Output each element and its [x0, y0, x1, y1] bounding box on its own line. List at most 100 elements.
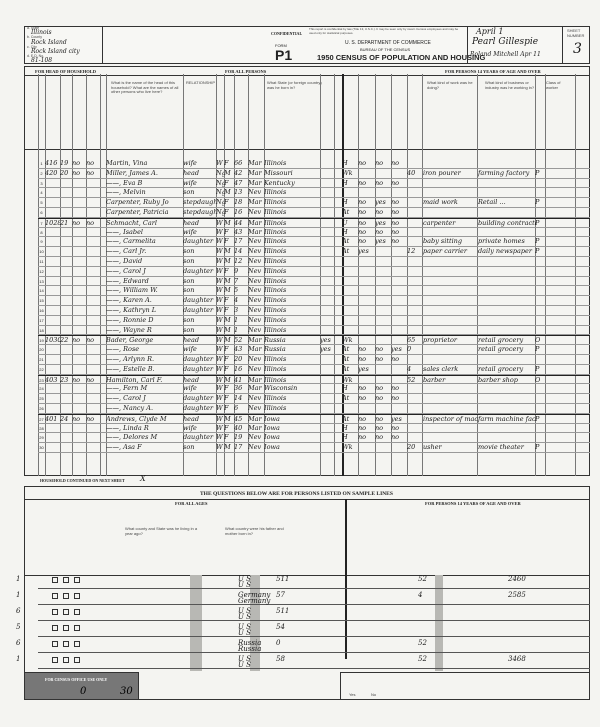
cell-age: 17	[234, 443, 243, 452]
checkbox[interactable]	[52, 609, 58, 615]
cell-q17	[375, 326, 391, 336]
sample-mark: 1	[16, 575, 21, 583]
sample-row: 1 U S 58 52 3468 U S	[16, 655, 590, 669]
cell-sex: F	[224, 394, 229, 403]
cell-cls	[535, 316, 545, 326]
cell-hrs	[407, 355, 422, 365]
cell-hh	[60, 179, 72, 189]
cell-rel: daughter	[183, 364, 214, 373]
checkbox[interactable]	[63, 593, 69, 599]
cell-age: 6	[234, 404, 239, 412]
cell-nat	[320, 355, 334, 365]
person-row: 15 ——, Karen A. daughter W F 4 Nev Illinois	[38, 296, 590, 306]
cell-q16: no	[358, 355, 367, 363]
cell-age: 16	[234, 208, 243, 216]
count-b: 30	[120, 686, 133, 697]
cell-q17	[375, 188, 391, 198]
checkbox[interactable]	[52, 593, 58, 599]
sample-hrs: 52	[418, 639, 427, 647]
cell-q17: no	[375, 227, 384, 236]
cell-nat	[320, 228, 334, 238]
cell-dw	[45, 188, 60, 198]
cell-q18: no	[391, 237, 400, 246]
cell-hh	[60, 326, 72, 336]
sample-hrs: 52	[418, 575, 427, 583]
cell-mar: Nev	[248, 433, 262, 442]
checkbox[interactable]	[74, 657, 80, 663]
cell-ind: retail grocery	[478, 364, 524, 373]
cell-name: ——, Nancy A.	[106, 404, 154, 412]
cell-race: W	[216, 423, 223, 432]
cell-line: 28	[39, 425, 44, 431]
cell-f2	[86, 424, 100, 434]
checkbox[interactable]	[63, 657, 69, 663]
cell-nat	[320, 208, 334, 218]
cell-bp: Illinois	[264, 266, 287, 275]
cell-q16: no	[358, 218, 367, 227]
cell-f2	[86, 384, 100, 394]
cell-ind	[478, 188, 536, 198]
checkbox[interactable]	[63, 609, 69, 615]
cell-race: W	[216, 286, 223, 295]
cell-nat	[320, 188, 334, 198]
cell-q17: no	[375, 414, 384, 423]
cell-rel: daughter	[183, 306, 214, 314]
cell-bp: Russia	[264, 336, 286, 345]
cell-occ: usher	[423, 443, 442, 452]
cell-name: ——, Asa F	[106, 443, 142, 452]
cell-f1	[72, 198, 86, 208]
sample-grade: 0	[276, 639, 281, 647]
cell-age: 40	[234, 423, 243, 432]
cell-emp: At	[342, 364, 350, 373]
cell-cls: P	[535, 237, 540, 246]
checkbox[interactable]	[52, 625, 58, 631]
checkbox[interactable]	[63, 625, 69, 631]
cell-line: 26	[39, 406, 44, 411]
cell-q18: yes	[391, 414, 402, 423]
cell-dw	[45, 384, 60, 394]
cell-q18: no	[391, 178, 400, 187]
checkbox[interactable]	[74, 609, 80, 615]
cell-ind: barber shop	[478, 375, 518, 384]
checkbox[interactable]	[63, 577, 69, 583]
cell-ind	[478, 394, 536, 404]
cell-line: 8	[40, 229, 43, 235]
enumerator-name: Pearl Gillespie	[472, 37, 539, 47]
checkbox[interactable]	[74, 625, 80, 631]
cell-sex: F	[224, 384, 229, 393]
cell-emp: H	[342, 178, 348, 187]
cell-name: Miller, James A.	[106, 168, 158, 177]
sample-persons-14-label: FOR PERSONS 14 YEARS OF AGE AND OVER	[425, 501, 521, 506]
checkbox[interactable]	[52, 641, 58, 647]
cell-age: 17	[234, 237, 243, 246]
cell-cls	[535, 355, 545, 365]
cell-dw: 416	[45, 159, 58, 167]
checkbox[interactable]	[63, 641, 69, 647]
cell-name: Martin, Vina	[106, 159, 148, 167]
cell-hh: 21	[60, 218, 69, 227]
cell-q16	[358, 326, 375, 336]
checkbox[interactable]	[74, 577, 80, 583]
checkbox[interactable]	[74, 593, 80, 599]
cell-age: 1	[234, 325, 239, 334]
cell-race: Ng	[216, 188, 224, 197]
cell-q17: no	[375, 384, 384, 393]
cell-name: Andrews, Clyde M	[106, 414, 167, 423]
checkbox[interactable]	[52, 657, 58, 663]
cell-sex: F	[224, 306, 229, 314]
checkbox[interactable]	[74, 641, 80, 647]
person-row: 26 ——, Nancy A. daughter W F 6 Nev Illinois	[38, 404, 590, 414]
cell-emp: At	[342, 355, 350, 363]
checkbox[interactable]	[52, 577, 58, 583]
cell-f1	[72, 296, 86, 306]
cell-name: ——, Rose	[106, 345, 140, 354]
cell-q18	[391, 257, 407, 267]
cell-rel: wife	[183, 384, 197, 393]
cell-emp: Wk	[342, 375, 353, 384]
cell-q18: no	[391, 433, 400, 442]
cell-name: ——, Arlynn R.	[106, 355, 155, 363]
cell-dw	[45, 424, 60, 434]
cell-race: W	[216, 384, 223, 393]
cell-age: 14	[234, 247, 243, 256]
